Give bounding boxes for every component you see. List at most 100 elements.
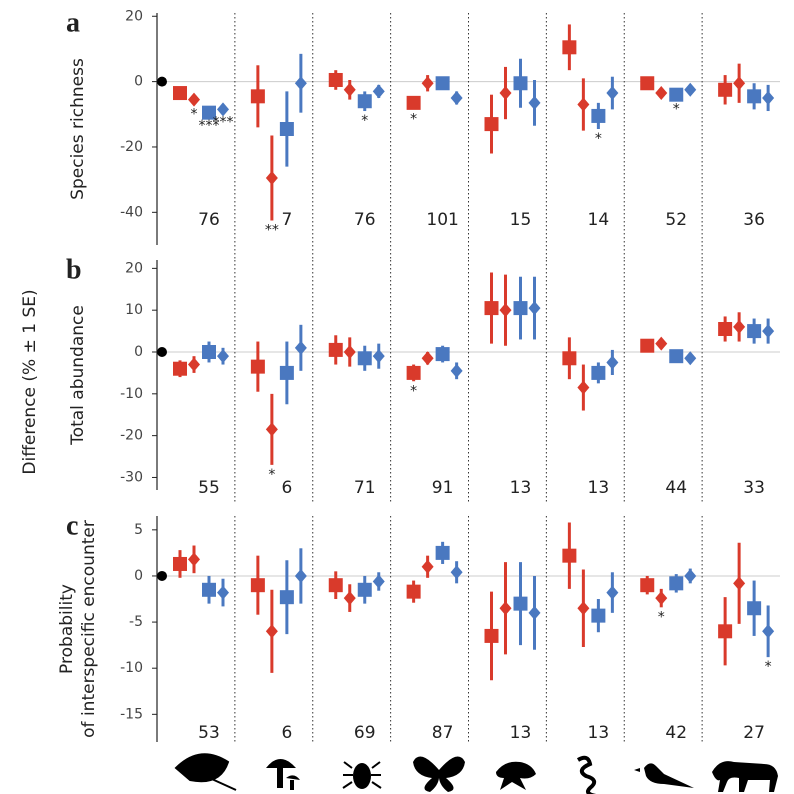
point-diamond [343, 345, 356, 359]
point-diamond [528, 605, 541, 620]
sample-size: 71 [354, 478, 376, 498]
mushroom-icon [266, 759, 300, 790]
point-square [562, 351, 577, 366]
significance-star: * [410, 383, 417, 399]
point-diamond [684, 82, 697, 97]
point-square [747, 601, 762, 616]
point-diamond [762, 90, 775, 105]
point-square [484, 117, 499, 132]
panel-letter: b [66, 254, 82, 285]
significance-star: * [268, 467, 275, 483]
point-diamond [499, 303, 512, 318]
sample-size: 13 [510, 723, 532, 743]
point-diamond [188, 552, 200, 567]
sample-size: 101 [426, 210, 458, 230]
frog-icon [496, 761, 536, 790]
sample-size: 87 [432, 723, 454, 743]
point-diamond [450, 363, 463, 378]
point-diamond [684, 351, 697, 366]
significance-star: ** [265, 222, 279, 238]
point-diamond [655, 336, 668, 351]
sample-size: 6 [281, 723, 292, 743]
point-square [591, 108, 606, 123]
point-square [173, 361, 187, 376]
sample-size: 76 [354, 210, 376, 230]
significance-star: * [765, 659, 772, 675]
sample-size: 52 [665, 210, 687, 230]
point-square [279, 590, 294, 605]
point-square [513, 301, 528, 316]
y-tick-label: -5 [129, 614, 143, 630]
y-tick-label: 0 [134, 568, 143, 584]
point-square [202, 345, 216, 359]
point-diamond [265, 171, 278, 186]
point-diamond [372, 574, 385, 589]
reference-dot [157, 570, 167, 581]
point-square [484, 301, 499, 316]
point-square [669, 349, 684, 364]
point-diamond [606, 585, 619, 600]
point-square [202, 105, 216, 120]
point-square [718, 322, 733, 336]
beetle-legs [342, 761, 382, 789]
point-square [747, 89, 762, 104]
sample-size: 91 [432, 478, 454, 498]
sample-size: 69 [354, 723, 376, 743]
point-square [591, 608, 606, 623]
point-square [513, 596, 528, 611]
point-diamond [733, 576, 746, 591]
point-diamond [499, 601, 512, 616]
point-square [718, 624, 733, 639]
point-diamond [265, 422, 278, 437]
point-diamond [684, 568, 697, 583]
point-diamond [655, 591, 668, 606]
point-square [250, 359, 265, 374]
y-tick-label: -20 [120, 428, 143, 444]
sample-size: 42 [665, 723, 687, 743]
point-diamond [217, 102, 229, 117]
point-diamond [217, 585, 229, 600]
point-square [640, 76, 655, 91]
point-square [328, 578, 343, 593]
point-square [406, 584, 421, 599]
point-square [747, 324, 762, 339]
significance-star: * [191, 106, 198, 122]
point-diamond [733, 319, 746, 334]
sample-size: 55 [198, 478, 220, 498]
sample-size: 13 [588, 723, 610, 743]
point-square [173, 556, 187, 571]
point-square [173, 86, 187, 101]
point-square [640, 338, 655, 353]
y-tick-label: 20 [125, 260, 143, 276]
sample-size: 44 [665, 478, 687, 498]
significance-star: *** [213, 115, 234, 131]
y-tick-label: -30 [120, 469, 143, 485]
point-square [591, 365, 606, 380]
y-tick-label: 10 [125, 302, 143, 318]
point-diamond [372, 84, 385, 99]
point-square [250, 89, 265, 104]
point-square [279, 122, 294, 136]
point-diamond [528, 301, 541, 316]
y-axis-label: Total abundance [68, 305, 88, 446]
sample-size: 76 [198, 210, 220, 230]
point-square [328, 72, 343, 87]
point-diamond [421, 559, 434, 574]
panel-letter: a [66, 7, 80, 38]
y-tick-label: 5 [134, 522, 143, 538]
sample-size: 36 [743, 210, 765, 230]
point-square [562, 548, 577, 563]
point-square [435, 347, 450, 362]
point-diamond [762, 324, 775, 339]
point-diamond [294, 568, 307, 583]
point-square [357, 351, 372, 366]
point-square [640, 578, 655, 593]
point-diamond [294, 76, 307, 91]
point-diamond [606, 86, 619, 101]
sample-size: 53 [198, 723, 220, 743]
point-diamond [606, 355, 619, 370]
point-square [250, 578, 265, 593]
point-diamond [372, 349, 385, 364]
point-square [435, 76, 450, 91]
